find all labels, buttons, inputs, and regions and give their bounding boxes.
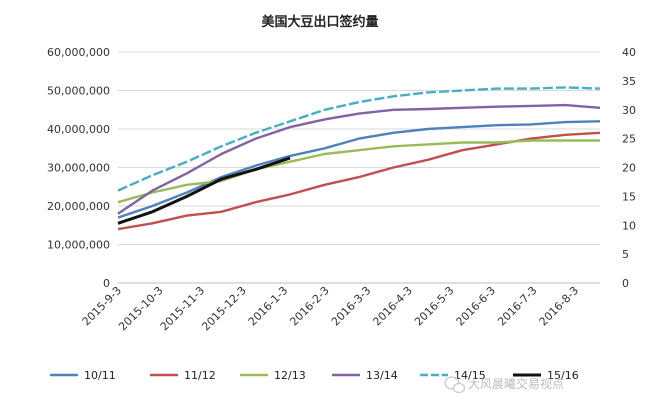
y-right-tick-label: 35	[622, 75, 636, 88]
x-tick-label: 2016-2-3	[287, 284, 332, 329]
y-right-tick-label: 20	[622, 162, 636, 175]
x-tick-label: 2016-1-3	[246, 284, 291, 329]
legend-label: 13/14	[366, 369, 398, 382]
y-left-tick-label: 40,000,000	[47, 123, 110, 136]
x-tick-label: 2016-3-3	[329, 284, 374, 329]
legend-label: 10/11	[84, 369, 116, 382]
series-line	[117, 86, 601, 192]
series-line	[117, 131, 601, 231]
x-tick-label: 2016-8-3	[537, 284, 582, 329]
x-axis: 2015-9-32015-10-32015-11-32015-12-32016-…	[80, 284, 582, 333]
y-left-tick-label: 30,000,000	[47, 162, 110, 175]
y-right-tick-label: 0	[622, 277, 629, 290]
watermark-text: 大风晨曦交易视点	[468, 376, 564, 391]
legend-label: 14/15	[454, 369, 486, 382]
y-left-tick-label: 50,000,000	[47, 85, 110, 98]
y-right-tick-label: 15	[622, 190, 636, 203]
y-right-tick-label: 30	[622, 104, 636, 117]
series-lines	[117, 86, 601, 231]
y-left-tick-label: 0	[103, 277, 110, 290]
y-right-tick-label: 5	[622, 248, 629, 261]
series-line	[117, 103, 601, 215]
y-right-tick-label: 40	[622, 46, 636, 59]
legend-label: 11/12	[184, 369, 216, 382]
x-tick-label: 2016-5-3	[412, 284, 457, 329]
y-right-tick-label: 25	[622, 133, 636, 146]
y-left-tick-label: 20,000,000	[47, 200, 110, 213]
watermark: 大风晨曦交易视点	[444, 376, 564, 394]
y-right-tick-label: 10	[622, 219, 636, 232]
legend-label: 12/13	[274, 369, 306, 382]
x-tick-label: 2016-7-3	[495, 284, 540, 329]
series-line	[117, 120, 601, 219]
y-axis-left: 0 10,000,000 20,000,000 30,000,000 40,000,00…	[47, 46, 110, 290]
y-axis-right: 0 5 10 15 20 25 30 35 40	[622, 46, 636, 290]
series-line	[117, 156, 291, 225]
y-left-tick-label: 10,000,000	[47, 239, 110, 252]
y-left-tick-label: 60,000,000	[47, 46, 110, 59]
wechat-icon	[444, 376, 466, 394]
gridlines	[118, 51, 600, 284]
legend: 10/11 11/12 12/13 13/14 14/15 15/16	[50, 369, 579, 382]
x-tick-label: 2015-12-3	[199, 284, 248, 333]
legend-label: 15/16	[547, 369, 579, 382]
chart-title: 美国大豆出口签约量	[261, 14, 378, 30]
series-line	[117, 139, 600, 204]
x-tick-label: 2016-6-3	[454, 284, 499, 329]
x-tick-label: 2016-4-3	[370, 284, 415, 329]
